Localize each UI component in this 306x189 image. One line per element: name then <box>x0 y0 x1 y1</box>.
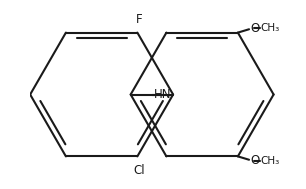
Text: F: F <box>136 13 143 26</box>
Text: O: O <box>250 154 259 167</box>
Text: O: O <box>250 22 259 35</box>
Text: HN: HN <box>154 88 172 101</box>
Text: Cl: Cl <box>134 164 145 177</box>
Text: CH₃: CH₃ <box>261 23 280 33</box>
Text: CH₃: CH₃ <box>261 156 280 166</box>
